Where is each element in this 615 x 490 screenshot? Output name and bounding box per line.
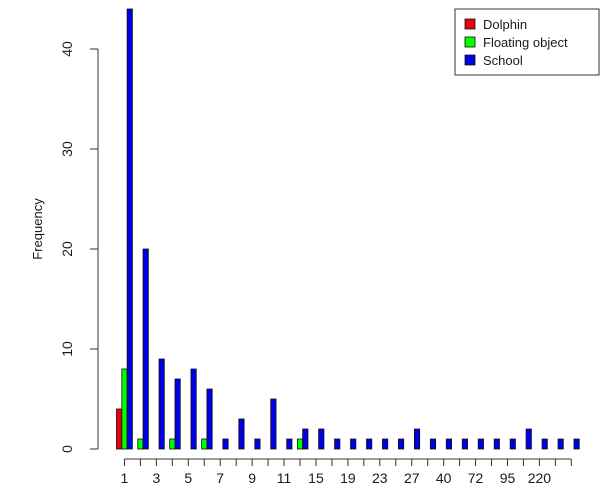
bar-school xyxy=(477,438,484,450)
legend-box xyxy=(454,8,600,76)
y-axis-title: Frequency xyxy=(30,198,45,260)
bar-school xyxy=(206,388,213,450)
x-tick-label: 72 xyxy=(468,470,484,486)
x-tick-label: 23 xyxy=(372,470,388,486)
legend-label: School xyxy=(483,53,523,68)
bar-school xyxy=(254,438,261,450)
y-tick-label: 40 xyxy=(59,41,75,57)
bar-school xyxy=(461,438,468,450)
legend-label: Dolphin xyxy=(483,17,527,32)
bar-school xyxy=(350,438,357,450)
bar-school xyxy=(142,248,149,450)
x-tick-label: 19 xyxy=(340,470,356,486)
bar-school xyxy=(509,438,516,450)
bar-school xyxy=(557,438,564,450)
bar-school xyxy=(525,428,532,450)
bar-school xyxy=(413,428,421,450)
bar-school xyxy=(573,438,580,450)
bar-school xyxy=(190,368,197,450)
bar-school xyxy=(222,438,229,450)
bar-floating-object xyxy=(137,438,144,450)
x-axis: 1 3 5 7 9 11 15 19 23 27 40 72 95 220 xyxy=(121,458,572,486)
bar-school xyxy=(270,398,277,450)
bar-school xyxy=(286,438,293,450)
bar-school xyxy=(382,438,389,450)
legend-swatch xyxy=(464,18,476,30)
bar-school xyxy=(318,428,325,450)
x-tick-label: 1 xyxy=(121,470,129,486)
bar-school xyxy=(429,438,437,450)
y-tick-label: 0 xyxy=(59,445,75,453)
x-tick-label: 40 xyxy=(436,470,452,486)
x-tick-label: 9 xyxy=(248,470,256,486)
y-axis: 0 10 20 30 40 xyxy=(59,41,99,453)
bar-floating-object xyxy=(121,368,128,450)
bar-school xyxy=(445,438,452,450)
x-tick-label: 11 xyxy=(277,470,292,486)
bar-floating-object xyxy=(296,438,304,450)
y-tick-label: 20 xyxy=(59,241,75,257)
legend: Dolphin Floating object School xyxy=(454,8,600,76)
x-tick-label: 3 xyxy=(152,470,160,486)
bar-school xyxy=(398,438,405,450)
bar-school xyxy=(334,438,341,450)
x-tick-label: 27 xyxy=(404,470,420,486)
y-tick-label: 30 xyxy=(59,141,75,157)
bar-school xyxy=(126,8,133,450)
x-tick-label: 5 xyxy=(184,470,192,486)
x-tick-label: 95 xyxy=(500,470,516,486)
y-tick-label: 10 xyxy=(59,341,75,357)
bar-school xyxy=(238,418,245,450)
bar-school xyxy=(302,428,309,450)
legend-swatch xyxy=(464,54,476,66)
bar-school xyxy=(158,358,165,450)
legend-swatch xyxy=(464,36,476,48)
x-tick-label: 220 xyxy=(528,470,552,486)
legend-label: Floating object xyxy=(483,35,568,50)
bar-school xyxy=(541,438,548,450)
bar-school xyxy=(174,378,181,450)
bar-school xyxy=(366,438,373,450)
bar-dolphin xyxy=(116,408,123,450)
bar-floating-object xyxy=(201,438,208,450)
x-tick-label: 15 xyxy=(308,470,324,486)
bar-school xyxy=(493,438,500,450)
bars xyxy=(116,8,580,450)
bar-floating-object xyxy=(169,438,176,450)
x-tick-label: 7 xyxy=(216,470,224,486)
